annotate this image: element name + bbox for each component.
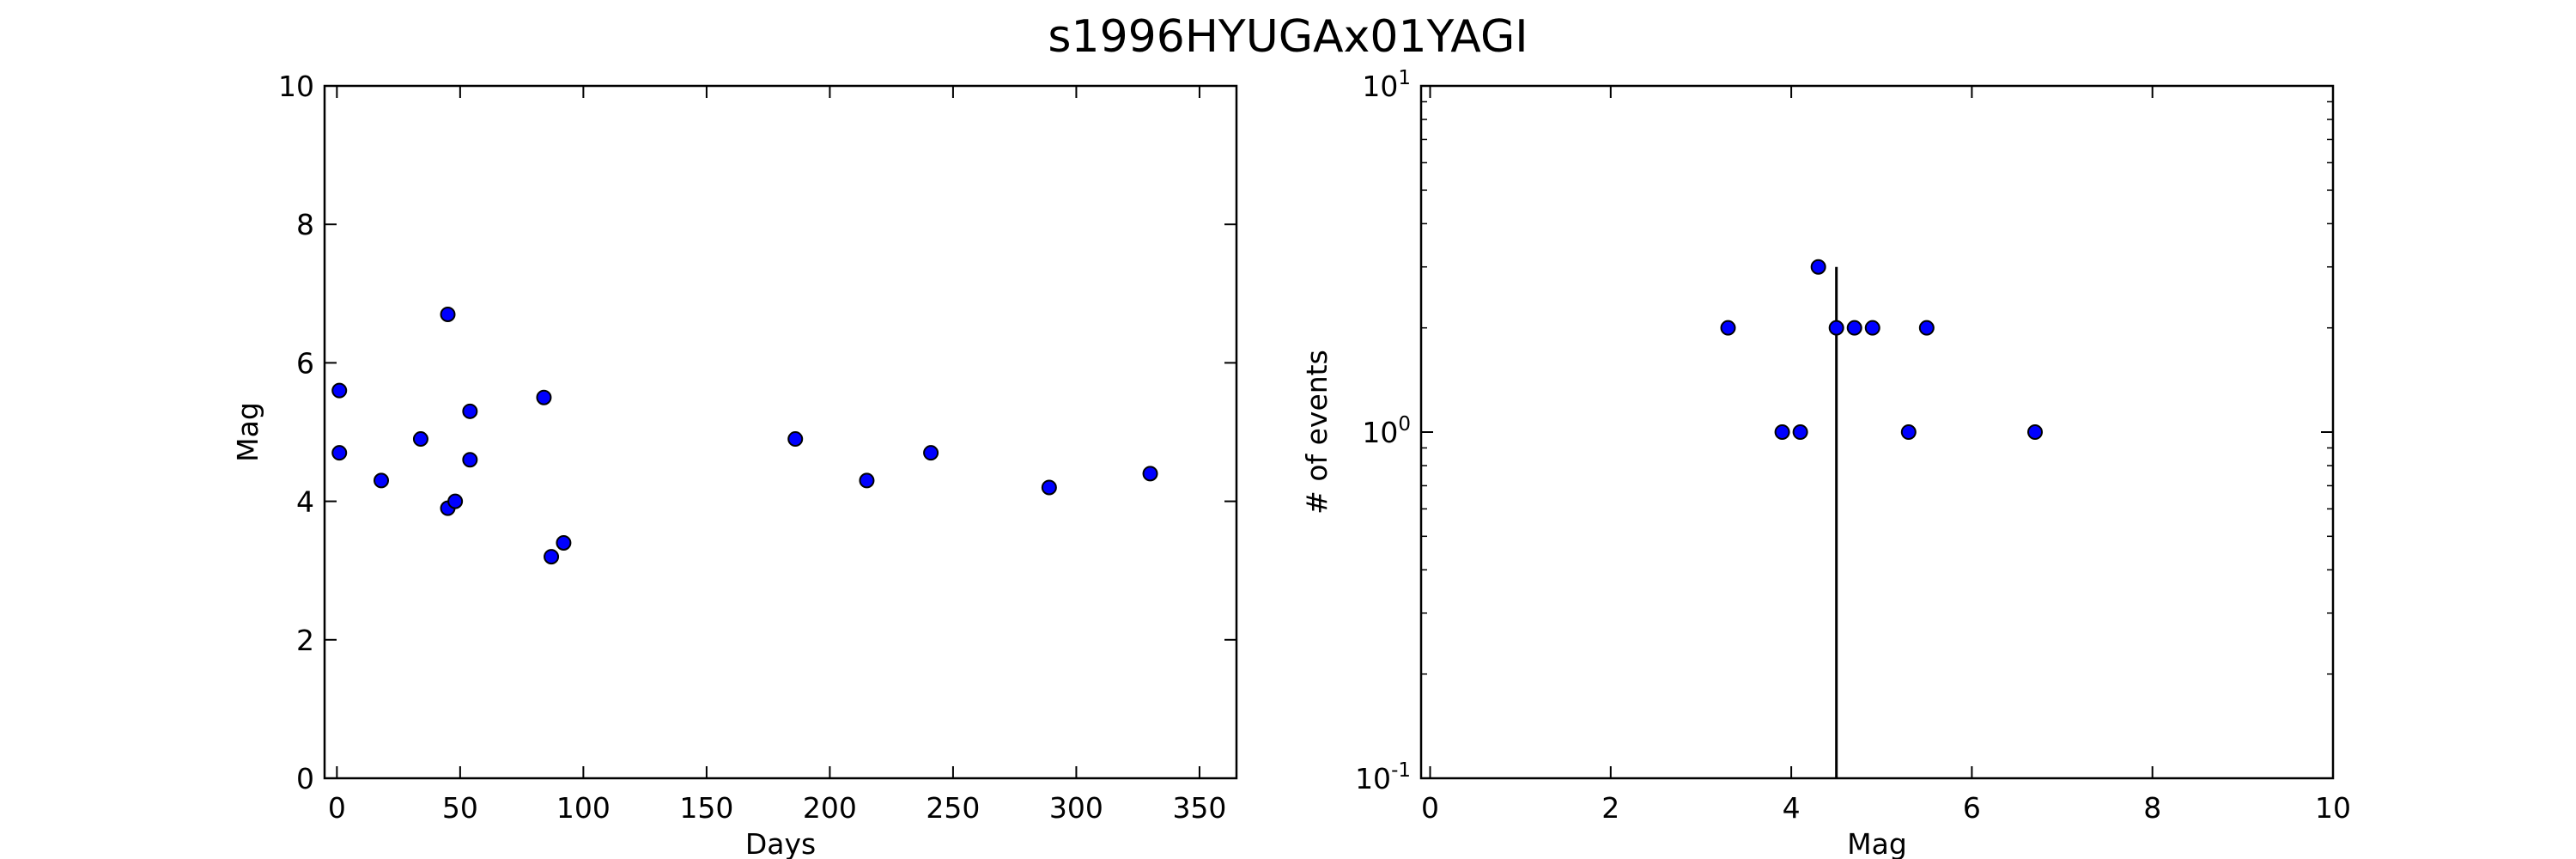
left-data-point <box>331 445 348 461</box>
right-data-point <box>1720 320 1736 336</box>
right-x-axis-label: Mag <box>1847 827 1907 859</box>
left-y-tick-label: 4 <box>296 485 314 519</box>
left-x-tick-label: 200 <box>803 791 857 825</box>
left-plot-frame <box>323 84 1238 780</box>
right-x-tick-label: 10 <box>2315 791 2351 825</box>
left-data-point <box>462 403 478 419</box>
left-data-point <box>1142 466 1158 482</box>
right-x-tick-label: 0 <box>1421 791 1439 825</box>
left-x-tick-label: 100 <box>556 791 611 825</box>
right-data-point <box>1774 424 1790 440</box>
left-chart-days-vs-mag: 0 50 100 150 200 250 300 350 0 2 4 6 8 10 Days Mag <box>231 70 1238 859</box>
left-data-point <box>374 472 390 489</box>
left-data-point <box>859 472 875 489</box>
left-data-point <box>544 549 560 565</box>
right-y-axis-label: # of events <box>1300 350 1334 515</box>
left-y-tick-label: 0 <box>296 762 314 795</box>
right-data-point <box>1810 259 1826 275</box>
left-x-axis-label: Days <box>745 827 816 859</box>
tick-label-base: 10 <box>1362 70 1398 103</box>
left-y-tick-label: 2 <box>296 624 314 657</box>
right-y-tick-label: 100 <box>1362 413 1411 449</box>
right-x-tick-label: 4 <box>1783 791 1801 825</box>
left-x-tick-label: 300 <box>1049 791 1103 825</box>
tick-label-exponent: 0 <box>1398 413 1411 436</box>
left-data-point <box>787 431 804 448</box>
left-data-point <box>536 389 552 405</box>
right-data-point <box>1900 424 1917 440</box>
right-data-point <box>1846 320 1862 336</box>
left-y-tick-label: 8 <box>296 208 314 241</box>
right-plot-frame <box>1419 84 2335 780</box>
left-data-point <box>923 445 939 461</box>
right-data-point <box>2027 424 2044 440</box>
left-x-tick-label: 250 <box>926 791 980 825</box>
right-data-point <box>1828 320 1844 336</box>
left-data-point <box>556 534 572 551</box>
right-x-tick-label: 8 <box>2143 791 2161 825</box>
right-data-point <box>1792 424 1808 440</box>
tick-label-base: 10 <box>1362 416 1398 449</box>
left-x-tick-label: 150 <box>679 791 733 825</box>
left-y-axis-label: Mag <box>231 402 264 462</box>
left-data-point <box>462 452 478 468</box>
tick-label-exponent: 1 <box>1398 67 1411 89</box>
left-x-tick-label: 0 <box>328 791 346 825</box>
right-data-point <box>1864 320 1880 336</box>
left-x-tick-label: 50 <box>442 791 478 825</box>
right-y-tick-label: 101 <box>1362 67 1411 103</box>
tick-label-base: 10 <box>1355 762 1391 795</box>
left-data-point <box>447 493 464 509</box>
left-data-point <box>331 382 348 399</box>
left-data-point <box>412 431 428 448</box>
right-x-tick-label: 6 <box>1963 791 1981 825</box>
left-x-tick-label: 350 <box>1172 791 1226 825</box>
left-y-tick-label: 10 <box>278 70 314 103</box>
figure-title: s1996HYUGAx01YAGI <box>1048 11 1528 63</box>
tick-label-exponent: -1 <box>1391 759 1411 782</box>
right-x-tick-label: 2 <box>1601 791 1619 825</box>
right-y-tick-label: 10-1 <box>1355 759 1411 795</box>
left-data-point <box>1041 479 1057 496</box>
right-data-point <box>1918 320 1935 336</box>
left-y-tick-label: 6 <box>296 346 314 380</box>
left-data-point <box>440 306 456 322</box>
